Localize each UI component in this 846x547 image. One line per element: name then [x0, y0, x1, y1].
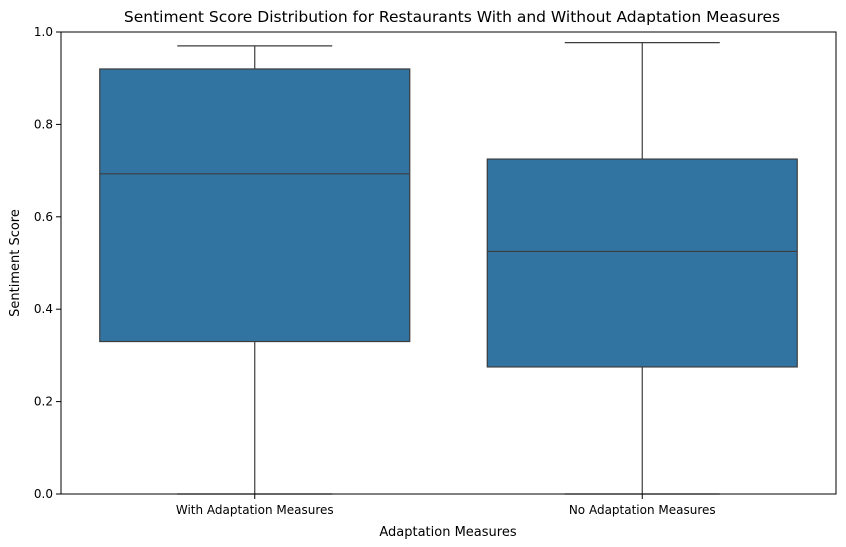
x-axis-label: Adaptation Measures: [379, 525, 516, 540]
y-tick-label: 0.0: [34, 487, 53, 501]
x-tick-label: No Adaptation Measures: [569, 503, 716, 517]
iqr-box: [99, 68, 411, 343]
y-axis: 0.0 0.2 0.4 0.6 0.8 1.0: [34, 25, 61, 501]
y-tick-label: 0.2: [34, 395, 53, 409]
y-tick-label: 0.4: [34, 302, 53, 316]
box-plot-1: [99, 45, 411, 495]
y-tick-label: 0.8: [34, 117, 53, 131]
y-axis-label: Sentiment Score: [8, 209, 23, 317]
iqr-box: [486, 158, 798, 368]
y-tick-label: 1.0: [34, 25, 53, 39]
x-axis: With Adaptation Measures No Adaptation Me…: [176, 494, 716, 517]
boxes-layer: [99, 42, 798, 495]
x-tick-label: With Adaptation Measures: [176, 503, 334, 517]
y-tick-label: 0.6: [34, 210, 53, 224]
box-plot-2: [486, 42, 798, 495]
plot-frame: [60, 31, 837, 495]
chart-title: Sentiment Score Distribution for Restaur…: [124, 8, 780, 26]
